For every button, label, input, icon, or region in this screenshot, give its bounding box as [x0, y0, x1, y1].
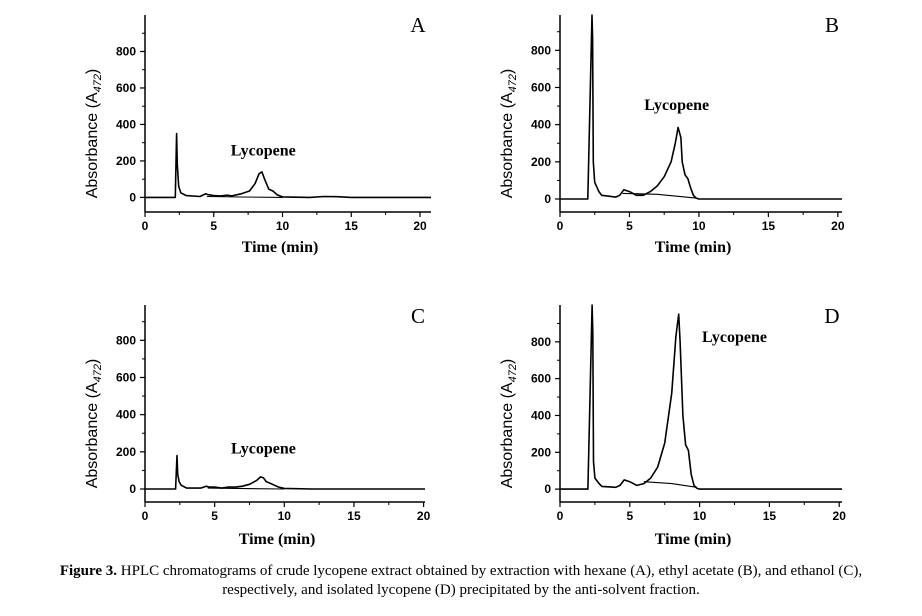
y-axis-title-close: ) [499, 359, 516, 364]
x-tick-label: 20 [831, 219, 845, 233]
chart-panel-b: 0 200 400 600 800 0 5 10 15 20 Time (min) Absorbanc… [499, 13, 845, 256]
series-chromatogram [560, 14, 842, 200]
x-axis-title: Time (min) [655, 531, 732, 548]
series-chromatogram [145, 132, 431, 199]
y-tick-label: 200 [531, 445, 551, 459]
series-baseline [643, 481, 697, 488]
y-axis-title-main: Absorbance (A [499, 92, 516, 198]
y-tick-label: 800 [116, 44, 136, 58]
peak-annotation: Lycopene [644, 97, 709, 114]
y-axis-title-close: ) [499, 69, 516, 74]
y-axis-title-subscript: 472 [507, 364, 519, 382]
caption-line-2: respectively, and isolated lycopene (D) … [222, 582, 700, 598]
x-tick-label: 5 [626, 219, 633, 233]
x-tick-label: 10 [276, 219, 290, 233]
panel-letter: C [411, 304, 425, 328]
panel-letter: A [410, 13, 426, 37]
y-axis-title: Absorbance (A472) [84, 69, 104, 199]
y-axis-title-subscript: 472 [507, 74, 519, 92]
y-tick-label: 600 [531, 80, 551, 94]
chart-panel-a: 0 200 400 600 800 0 5 10 15 20 Time (min) Absorbanc… [84, 13, 431, 256]
y-tick-label: 200 [531, 155, 551, 169]
caption-line-1: Figure 3. HPLC chromatograms of crude ly… [0, 562, 922, 581]
x-tick-label: 15 [762, 219, 776, 233]
peak-annotation: Lycopene [702, 329, 767, 346]
series-baseline [206, 195, 283, 198]
y-axis-title: Absorbance (A472) [84, 359, 104, 489]
x-tick-label: 5 [210, 219, 217, 233]
x-axis-title: Time (min) [242, 239, 319, 256]
peak-annotation: Lycopene [231, 441, 296, 458]
y-tick-label: 0 [544, 482, 551, 496]
y-tick-label: 800 [531, 43, 551, 57]
figure-caption: Figure 3. HPLC chromatograms of crude ly… [0, 562, 922, 600]
y-tick-label: 800 [116, 333, 136, 347]
y-axis-title: Absorbance (A472) [499, 359, 519, 489]
x-tick-label: 20 [413, 219, 427, 233]
y-tick-label: 200 [116, 445, 136, 459]
series-baseline [622, 192, 697, 199]
x-tick-label: 0 [142, 509, 149, 523]
caption-label: Figure 3. [59, 563, 118, 579]
y-axis-title-subscript: 472 [92, 74, 104, 92]
series-chromatogram [560, 304, 842, 490]
x-tick-label: 10 [692, 219, 706, 233]
y-tick-label: 600 [116, 81, 136, 95]
x-axis-title: Time (min) [239, 531, 316, 548]
y-tick-label: 200 [116, 154, 136, 168]
x-tick-label: 10 [693, 509, 707, 523]
panel-letter: D [824, 304, 839, 328]
peak-annotation: Lycopene [231, 142, 296, 159]
panel-letter: B [825, 13, 839, 37]
y-tick-label: 400 [531, 408, 551, 422]
x-tick-label: 0 [557, 219, 564, 233]
y-tick-label: 800 [531, 335, 551, 349]
x-tick-label: 15 [763, 509, 777, 523]
y-tick-label: 600 [116, 370, 136, 384]
caption-text-1: HPLC chromatograms of crude lycopene ext… [117, 563, 863, 579]
x-tick-label: 15 [347, 509, 361, 523]
y-axis-title-main: Absorbance (A [84, 92, 101, 198]
y-axis-title-close: ) [84, 69, 101, 74]
x-tick-label: 0 [557, 509, 564, 523]
series-chromatogram [145, 454, 425, 490]
y-tick-label: 400 [116, 117, 136, 131]
x-tick-label: 0 [142, 219, 149, 233]
y-axis-title-subscript: 472 [92, 364, 104, 382]
y-axis-title-main: Absorbance (A [499, 382, 516, 488]
x-tick-label: 5 [626, 509, 633, 523]
chart-panel-c: 0 200 400 600 800 0 5 10 15 20 Time (min) Absorbanc… [84, 304, 431, 548]
y-tick-label: 600 [531, 372, 551, 386]
y-axis-title-main: Absorbance (A [84, 382, 101, 488]
x-tick-label: 20 [417, 509, 431, 523]
y-tick-label: 0 [129, 190, 136, 204]
x-tick-label: 15 [345, 219, 359, 233]
x-tick-label: 5 [211, 509, 218, 523]
chart-panel-d: 0 200 400 600 800 0 5 10 15 20 Time (min) Absorbanc… [499, 304, 846, 548]
y-axis-title: Absorbance (A472) [499, 69, 519, 199]
y-tick-label: 0 [544, 192, 551, 206]
series-baseline [207, 487, 285, 490]
y-tick-label: 400 [116, 408, 136, 422]
x-tick-label: 20 [833, 509, 847, 523]
x-tick-label: 10 [278, 509, 292, 523]
y-tick-label: 400 [531, 118, 551, 132]
y-axis-title-close: ) [84, 359, 101, 364]
y-tick-label: 0 [129, 482, 136, 496]
x-axis-title: Time (min) [655, 239, 732, 256]
